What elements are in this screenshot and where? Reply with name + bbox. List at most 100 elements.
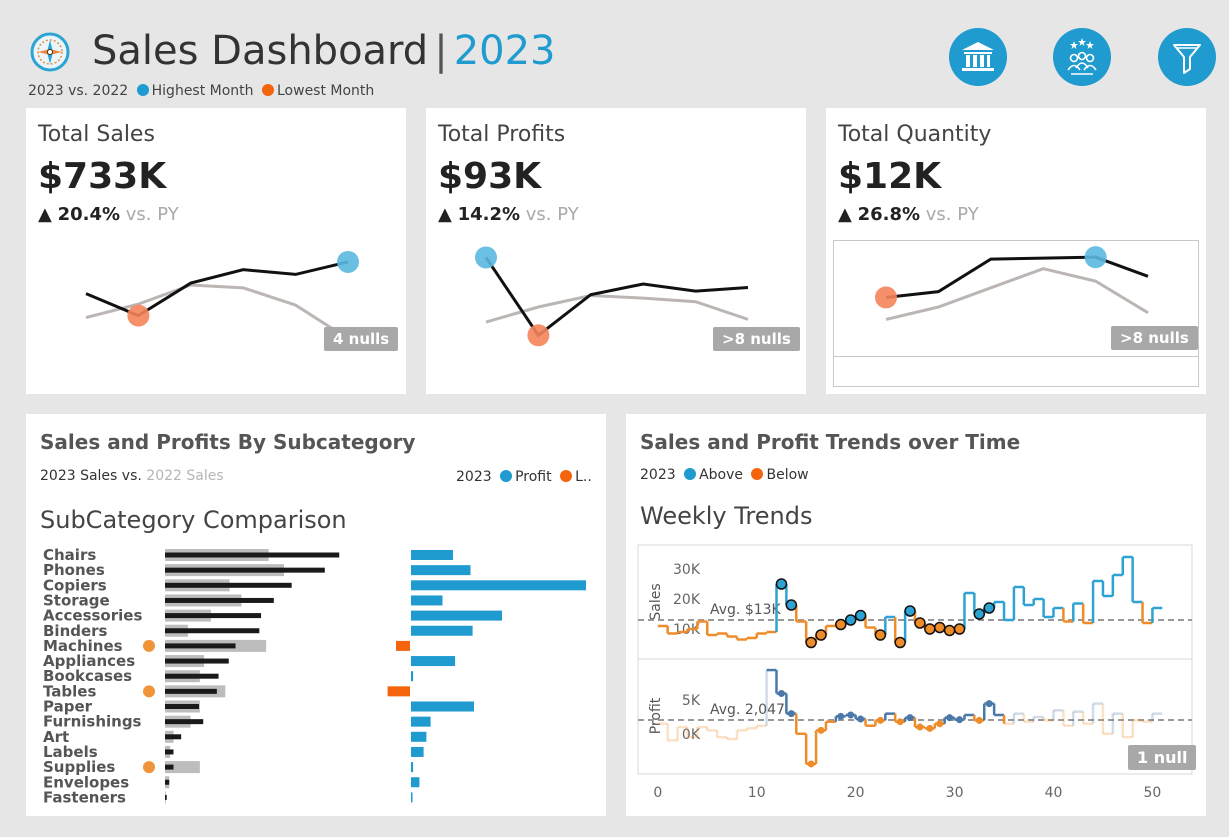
sales-2023-bar[interactable] bbox=[165, 567, 325, 573]
week-marker[interactable] bbox=[837, 712, 845, 720]
week-marker[interactable] bbox=[973, 608, 986, 620]
sales-2023-bar[interactable] bbox=[165, 673, 219, 679]
week-marker[interactable] bbox=[787, 710, 795, 718]
week-marker[interactable] bbox=[777, 690, 785, 698]
lowest-month-marker[interactable] bbox=[527, 324, 550, 347]
loss-marker-dot[interactable] bbox=[143, 761, 155, 774]
null-badge[interactable]: >8 nulls bbox=[713, 327, 800, 351]
week-marker[interactable] bbox=[956, 716, 964, 724]
profit-bar[interactable] bbox=[411, 792, 413, 803]
week-marker[interactable] bbox=[775, 578, 788, 590]
category-label: Envelopes bbox=[43, 773, 129, 791]
profit-bar[interactable] bbox=[411, 762, 414, 773]
profit-bar[interactable] bbox=[411, 610, 502, 621]
kpi-card-quantity: Total Quantity $12K ▲ 26.8% vs. PY >8 nu… bbox=[826, 108, 1206, 394]
profit-bar[interactable] bbox=[411, 550, 453, 560]
week-marker[interactable] bbox=[876, 716, 884, 724]
profit-bar[interactable] bbox=[411, 595, 443, 606]
sales-2023-bar[interactable] bbox=[165, 658, 229, 664]
profit-bar[interactable] bbox=[411, 580, 586, 591]
null-badge[interactable]: 4 nulls bbox=[324, 327, 399, 351]
week-marker[interactable] bbox=[916, 723, 924, 731]
lowest-month-marker[interactable] bbox=[875, 286, 897, 309]
customers-button[interactable] bbox=[1053, 28, 1111, 86]
x-tick-label: 20 bbox=[847, 785, 865, 801]
sales-2023-bar[interactable] bbox=[165, 734, 182, 740]
week-marker[interactable] bbox=[914, 617, 926, 629]
profit-bar[interactable] bbox=[411, 746, 424, 757]
week-marker[interactable] bbox=[936, 720, 944, 728]
loss-marker-dot[interactable] bbox=[143, 639, 155, 652]
category-label: Appliances bbox=[43, 652, 135, 670]
profit-bar[interactable] bbox=[411, 565, 471, 576]
profit-bar[interactable] bbox=[411, 731, 427, 742]
loss-bar[interactable] bbox=[387, 686, 410, 697]
week-marker[interactable] bbox=[894, 636, 906, 649]
sales-2023-bar[interactable] bbox=[165, 582, 292, 588]
week-marker[interactable] bbox=[835, 618, 847, 631]
loss-dot-icon bbox=[560, 470, 573, 482]
week-marker[interactable] bbox=[985, 700, 993, 708]
week-marker[interactable] bbox=[926, 724, 934, 732]
week-marker[interactable] bbox=[857, 715, 865, 723]
highest-month-marker[interactable] bbox=[337, 250, 359, 273]
sales-2023-bar[interactable] bbox=[165, 719, 204, 725]
sales-2022-bar[interactable] bbox=[165, 761, 200, 774]
week-marker[interactable] bbox=[817, 726, 825, 734]
week-marker[interactable] bbox=[807, 760, 815, 768]
profit-bar[interactable] bbox=[411, 671, 414, 682]
legend-below: Below bbox=[766, 467, 809, 483]
week-marker[interactable] bbox=[924, 623, 936, 635]
week-marker[interactable] bbox=[847, 711, 855, 719]
sales-2023-bar[interactable] bbox=[165, 779, 170, 785]
category-label: Bookcases bbox=[43, 667, 132, 685]
bank-button[interactable] bbox=[949, 28, 1007, 86]
null-badge[interactable]: >8 nulls bbox=[1111, 326, 1198, 350]
loss-bar[interactable] bbox=[396, 640, 410, 651]
sales-2023-bar[interactable] bbox=[165, 704, 199, 709]
week-marker[interactable] bbox=[904, 605, 916, 617]
week-marker[interactable] bbox=[975, 716, 983, 724]
lowest-month-marker[interactable] bbox=[127, 304, 150, 327]
sales-2023-bar[interactable] bbox=[165, 764, 174, 770]
week-marker[interactable] bbox=[874, 629, 887, 641]
sales-2023-bar[interactable] bbox=[165, 688, 217, 694]
kpi-vs-label: vs. PY bbox=[925, 204, 979, 225]
sales-2023-bar[interactable] bbox=[165, 794, 167, 800]
sales-2023-bar[interactable] bbox=[165, 613, 262, 619]
week-marker[interactable] bbox=[815, 629, 827, 641]
profit-bar[interactable] bbox=[411, 777, 420, 788]
sales-2023-bar[interactable] bbox=[165, 749, 174, 755]
week-marker[interactable] bbox=[943, 624, 956, 637]
y-tick-label: 0K bbox=[682, 727, 701, 743]
week-marker[interactable] bbox=[983, 602, 995, 614]
profit-bar[interactable] bbox=[411, 701, 474, 712]
section-title: Sales and Profits By Subcategory bbox=[40, 430, 416, 454]
kpi-change-pct: 14.2% bbox=[457, 204, 521, 225]
sales-2023-bar[interactable] bbox=[165, 552, 340, 558]
y-axis-label: Profit bbox=[648, 697, 664, 734]
profit-bar[interactable] bbox=[411, 625, 473, 636]
week-marker[interactable] bbox=[896, 718, 904, 726]
kpi-sparkline bbox=[85, 250, 359, 340]
profit-bar[interactable] bbox=[411, 716, 431, 727]
week-marker[interactable] bbox=[933, 621, 946, 634]
null-badge[interactable]: 1 null bbox=[1128, 745, 1197, 770]
profit-bar[interactable] bbox=[411, 656, 456, 667]
sales-2023-bar[interactable] bbox=[165, 597, 274, 603]
week-marker[interactable] bbox=[844, 614, 857, 626]
sales-2023-bar[interactable] bbox=[165, 643, 236, 649]
loss-marker-dot[interactable] bbox=[143, 685, 155, 698]
sales-2023-bar[interactable] bbox=[165, 628, 260, 634]
week-marker[interactable] bbox=[946, 714, 954, 722]
week-marker[interactable] bbox=[785, 599, 798, 611]
week-marker[interactable] bbox=[854, 609, 867, 622]
week-marker[interactable] bbox=[906, 714, 914, 722]
section-title: Sales and Profit Trends over Time bbox=[640, 430, 1021, 454]
week-marker[interactable] bbox=[953, 623, 966, 635]
highest-month-marker[interactable] bbox=[475, 246, 497, 269]
filter-button[interactable] bbox=[1158, 28, 1216, 86]
week-marker[interactable] bbox=[805, 636, 817, 649]
highest-month-marker[interactable] bbox=[1084, 246, 1107, 269]
category-label: Supplies bbox=[43, 758, 115, 776]
